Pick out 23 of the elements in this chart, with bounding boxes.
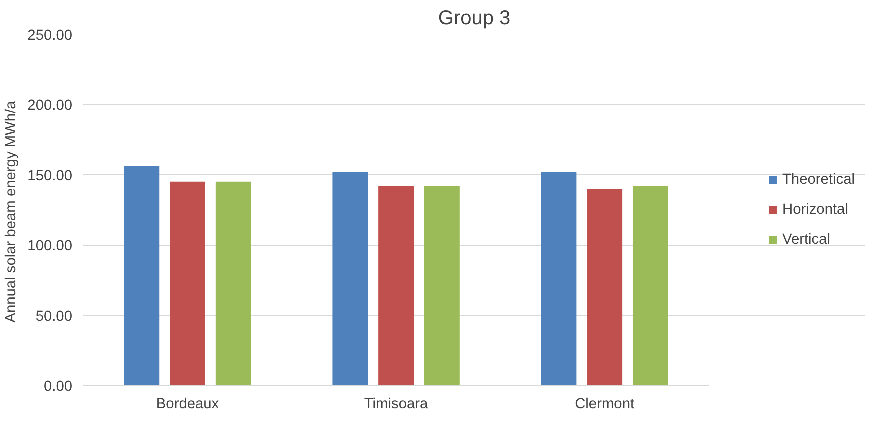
y-tick-label: 150.00 (28, 168, 72, 184)
bar (632, 186, 668, 386)
legend-label: Vertical (782, 232, 831, 248)
y-tick-label: 100.00 (28, 238, 72, 255)
legend-label: Theoretical (782, 172, 855, 188)
y-tick-label: 200.00 (28, 98, 72, 114)
bar (170, 182, 206, 386)
bar (124, 166, 160, 386)
bar (587, 188, 623, 386)
x-tick-label: Timisoara (364, 396, 430, 412)
y-tick-label: 50.00 (36, 308, 73, 325)
bar (378, 186, 414, 386)
x-tick-label: Clermont (575, 396, 635, 412)
y-tick-label: 0.00 (44, 379, 73, 395)
bar (541, 172, 577, 386)
legend-label: Horizontal (782, 202, 848, 218)
chart-title: Group 3 (438, 8, 511, 30)
x-tick-label: Bordeaux (156, 396, 220, 412)
y-tick-label: 250.00 (28, 28, 72, 44)
bar (216, 182, 252, 386)
y-axis-title: Annual solar beam energy MWh/a (4, 100, 20, 323)
bar (332, 172, 368, 386)
bar (424, 186, 460, 386)
